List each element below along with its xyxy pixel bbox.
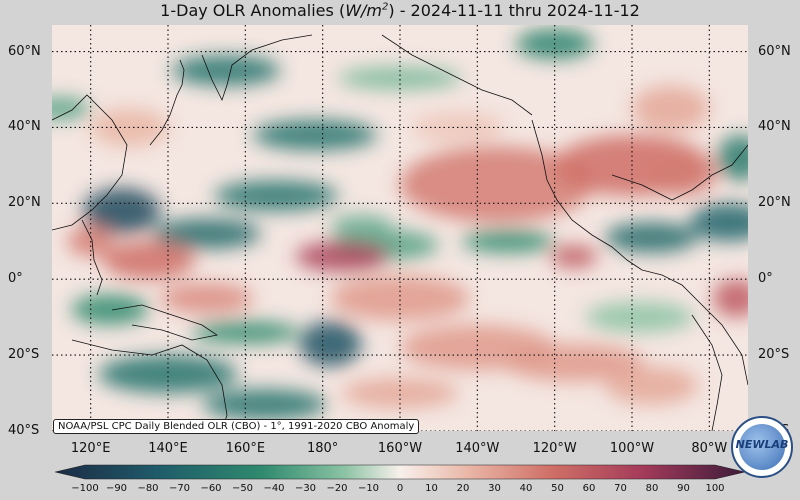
source-note: NOAA/PSL CPC Daily Blended OLR (CBO) - 1… — [53, 419, 420, 434]
anomaly-blob — [299, 320, 362, 367]
coastlines — [52, 34, 748, 431]
anomaly-blob — [604, 366, 698, 405]
longitude-label: 140°E — [148, 441, 188, 456]
coast-east-asia — [52, 94, 128, 231]
colorbar-tick-label: 10 — [425, 483, 438, 494]
latitude-label: 60°N — [758, 43, 791, 59]
anomaly-blob — [295, 241, 389, 272]
longitude-label: 160°W — [377, 441, 423, 456]
anomaly-blob — [330, 214, 393, 238]
anomaly-blob — [152, 218, 261, 249]
longitude-label: 160°E — [225, 441, 266, 456]
coast-japan — [149, 59, 185, 146]
anomaly-blob — [98, 355, 238, 394]
title-unit-base: W/m — [345, 1, 382, 20]
anomaly-blob — [342, 377, 458, 409]
latitude-label: 40°N — [758, 119, 791, 135]
longitude-label: 100°W — [609, 441, 655, 456]
coast-alaska — [381, 34, 533, 116]
latitude-label: 20°N — [758, 195, 791, 211]
latitude-label: 40°S — [8, 423, 40, 438]
anomaly-blob — [214, 180, 339, 211]
colorbar-tick-label: 30 — [488, 483, 501, 494]
anomaly-blob — [639, 150, 718, 196]
anomaly-blob — [52, 97, 91, 120]
colorbar-tick-label: −70 — [168, 483, 191, 494]
anomaly-blob — [102, 241, 196, 280]
title-suffix: ) - 2024-11-11 thru 2024-11-12 — [388, 1, 640, 20]
colorbar-tick-label: −40 — [263, 483, 285, 494]
colorbar — [55, 464, 745, 480]
anomaly-blob — [202, 389, 327, 420]
coast-south-america — [691, 314, 723, 431]
colorbar-tick-label: 20 — [456, 483, 470, 494]
colorbar-tick-label: 50 — [551, 483, 564, 494]
title-prefix: 1-Day OLR Anomalies ( — [160, 1, 346, 20]
longitude-label: 140°W — [455, 441, 500, 456]
coast-north-america — [531, 119, 748, 386]
anomaly-blob — [713, 279, 748, 318]
anomaly-blob — [717, 135, 748, 181]
anomaly-blob — [330, 275, 470, 321]
colorbar-tick-label: 0 — [396, 483, 404, 494]
coast-australia — [71, 339, 228, 431]
colorbar-fill — [55, 464, 745, 480]
title-unit: W/m2 — [345, 1, 388, 20]
latitude-label: 20°S — [8, 347, 40, 363]
longitude-label: 80°W — [691, 441, 728, 456]
longitude-label: 120°E — [70, 441, 111, 456]
map-canvas — [52, 25, 748, 431]
colorbar-tick-label: 60 — [582, 483, 596, 494]
coast-philippines — [81, 219, 103, 296]
colorbar-tick-label: 70 — [614, 483, 627, 494]
anomaly-blob — [461, 229, 555, 253]
logo-text: NEWLAB — [735, 438, 789, 451]
anomaly-blob — [632, 85, 710, 132]
latitude-label: 60°N — [8, 43, 41, 59]
map-title: 1-Day OLR Anomalies (W/m2) - 2024-11-11 … — [0, 1, 800, 20]
latitude-label: 40°N — [8, 119, 41, 135]
colorbar-tick-label: 80 — [645, 483, 659, 494]
anomaly-blob — [160, 283, 254, 314]
olr-anomaly-map — [52, 25, 748, 431]
anomaly-blob — [550, 245, 598, 268]
colorbar-tick-label: −30 — [294, 483, 317, 494]
colorbar-tick-label: 90 — [677, 483, 690, 494]
anomaly-blob — [71, 294, 149, 325]
colorbar-tick-label: −90 — [105, 483, 128, 494]
colorbar-tick-label: −10 — [357, 483, 380, 494]
longitude-label: 180° — [306, 441, 339, 456]
logo-globe — [739, 424, 785, 470]
colorbar-tick-label: −60 — [200, 483, 222, 494]
colorbar-tick-label: −20 — [326, 483, 348, 494]
lab-logo: NEWLAB — [731, 416, 793, 478]
coast-kamchatka — [201, 34, 313, 102]
anomaly-blob — [604, 222, 698, 253]
anomaly-blob — [690, 203, 748, 242]
colorbar-tick-label: −80 — [137, 483, 159, 494]
latitude-label: 20°S — [758, 347, 790, 363]
anomaly-blob — [504, 343, 644, 382]
colorbar-tick-label: −100 — [71, 483, 99, 494]
colorbar-tick-label: 100 — [705, 483, 725, 494]
anomaly-blob — [253, 119, 377, 151]
anomaly-blob — [171, 55, 281, 86]
anomaly-blob — [585, 301, 694, 333]
coast-gulf-mexico — [611, 144, 748, 201]
colorbar-tick-label: 40 — [519, 483, 533, 494]
colorbar-tick-label: −50 — [231, 483, 254, 494]
coast-new-guinea — [111, 304, 219, 341]
latitude-label: 20°N — [8, 195, 41, 211]
anomaly-blob — [338, 66, 462, 90]
latitude-label: 0° — [758, 271, 773, 287]
graticule — [52, 25, 748, 431]
latitude-label: 0° — [8, 271, 23, 287]
title-unit-exponent: 2 — [381, 1, 389, 13]
longitude-label: 120°W — [532, 441, 577, 456]
